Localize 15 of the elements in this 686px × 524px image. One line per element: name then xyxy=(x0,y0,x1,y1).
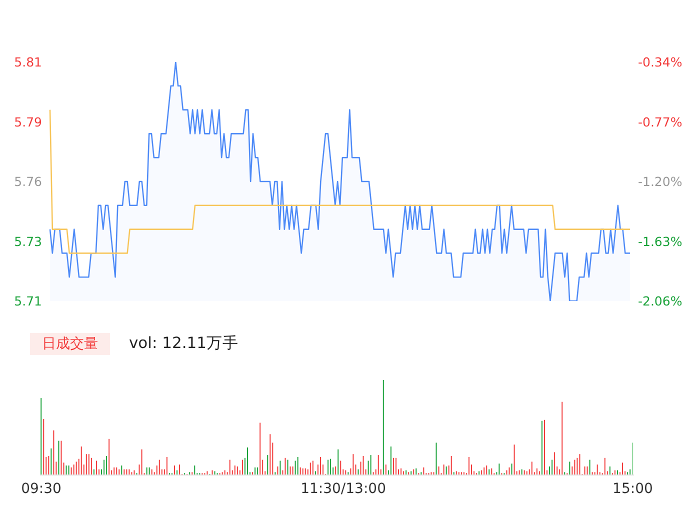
y-tick-label: 5.79 xyxy=(14,114,42,130)
y2-tick-label: -2.06% xyxy=(638,294,682,308)
x-tick-label: 11:30/13:00 xyxy=(300,480,386,497)
chart-title: 日成交量 xyxy=(30,333,110,355)
y-tick-label: 5.71 xyxy=(14,294,42,308)
x-tick-label: 09:30 xyxy=(21,480,62,497)
y-tick-label: 5.76 xyxy=(14,174,42,189)
x-tick-label: 15:00 xyxy=(612,480,653,497)
y2-tick-label: -1.20% xyxy=(638,174,682,189)
y-tick-label: 5.73 xyxy=(14,234,42,249)
y2-tick-label: -0.34% xyxy=(638,54,682,70)
chart-subtitle: vol: 12.11万手 xyxy=(129,333,238,354)
y-tick-label: 5.81 xyxy=(14,54,42,70)
y2-tick-label: -0.77% xyxy=(638,114,682,130)
y2-tick-label: -1.63% xyxy=(638,234,682,249)
